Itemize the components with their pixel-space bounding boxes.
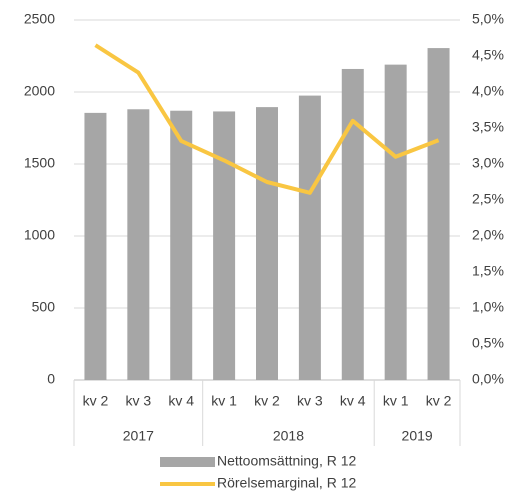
y2-tick-label: 2,0% bbox=[472, 227, 504, 243]
y2-tick-label: 3,5% bbox=[472, 119, 504, 135]
bar bbox=[384, 64, 407, 380]
bar bbox=[341, 68, 364, 381]
bar bbox=[170, 110, 193, 380]
y-tick-label: 500 bbox=[32, 299, 56, 315]
group-label: 2019 bbox=[402, 428, 433, 444]
x-tick-label: kv 4 bbox=[168, 393, 194, 409]
x-tick-label: kv 2 bbox=[426, 393, 452, 409]
y2-tick-label: 1,0% bbox=[472, 299, 504, 315]
y-tick-label: 1000 bbox=[24, 227, 55, 243]
bar bbox=[84, 112, 107, 380]
legend-label: Nettoomsättning, R 12 bbox=[217, 453, 357, 469]
y2-tick-label: 4,5% bbox=[472, 47, 504, 63]
y2-tick-label: 2,5% bbox=[472, 191, 504, 207]
y2-tick-label: 5,0% bbox=[472, 11, 504, 27]
bar bbox=[213, 111, 236, 380]
bar bbox=[298, 95, 321, 380]
x-tick-label: kv 1 bbox=[383, 393, 409, 409]
bar bbox=[256, 107, 278, 381]
y-tick-label: 0 bbox=[47, 371, 55, 387]
y2-tick-label: 4,0% bbox=[472, 83, 504, 99]
y2-tick-label: 3,0% bbox=[472, 155, 504, 171]
legend-label: Rörelsemarginal, R 12 bbox=[217, 475, 356, 491]
y-tick-label: 1500 bbox=[24, 155, 55, 171]
y2-tick-label: 0,5% bbox=[472, 335, 504, 351]
group-label: 2017 bbox=[123, 428, 154, 444]
bar bbox=[427, 48, 450, 381]
x-tick-label: kv 2 bbox=[254, 393, 280, 409]
x-tick-label: kv 3 bbox=[297, 393, 323, 409]
y-tick-label: 2000 bbox=[24, 83, 55, 99]
bar bbox=[127, 109, 150, 380]
x-tick-label: kv 1 bbox=[211, 393, 237, 409]
y2-tick-label: 0,0% bbox=[472, 371, 504, 387]
y2-tick-label: 1,5% bbox=[472, 263, 504, 279]
x-tick-label: kv 3 bbox=[125, 393, 151, 409]
group-label: 2018 bbox=[273, 428, 304, 444]
x-tick-label: kv 2 bbox=[83, 393, 109, 409]
line bbox=[94, 43, 440, 195]
legend-swatch bbox=[160, 457, 215, 467]
y-tick-label: 2500 bbox=[24, 11, 55, 27]
x-tick-label: kv 4 bbox=[340, 393, 366, 409]
